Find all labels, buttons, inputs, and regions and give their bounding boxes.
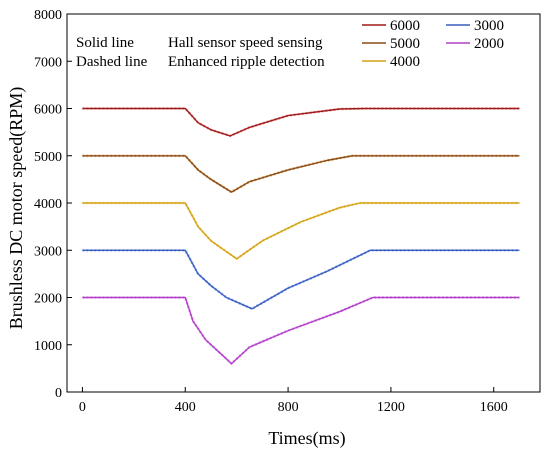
x-tick-label: 800 bbox=[278, 400, 299, 415]
x-tick-label: 1200 bbox=[377, 400, 405, 415]
series-6000-hall-line bbox=[82, 107, 520, 137]
note-solid-style: Solid line bbox=[76, 35, 134, 51]
series-4000-hall-line bbox=[82, 202, 520, 260]
y-tick-label: 8000 bbox=[34, 8, 62, 23]
series-5000-ripple-line bbox=[82, 154, 520, 194]
series-3000-hall-line bbox=[82, 249, 520, 310]
plot-marks bbox=[82, 107, 520, 366]
y-tick-label: 1000 bbox=[34, 339, 62, 354]
y-tick-label: 4000 bbox=[34, 197, 62, 212]
x-tick-label: 0 bbox=[79, 400, 86, 415]
x-tick-label: 400 bbox=[175, 400, 196, 415]
x-tick-label: 1600 bbox=[480, 400, 508, 415]
legend: 6000 5000 4000 3000 2000 bbox=[362, 18, 504, 70]
y-tick-label: 2000 bbox=[34, 292, 62, 307]
note-dashed-style: Dashed line bbox=[76, 54, 148, 70]
y-tick-label: 6000 bbox=[34, 103, 62, 118]
legend-label-2000: 2000 bbox=[474, 36, 504, 52]
y-tick-label: 7000 bbox=[34, 55, 62, 70]
legend-label-3000: 3000 bbox=[474, 18, 504, 34]
y-tick-label: 5000 bbox=[34, 150, 62, 165]
series-5000-hall-line bbox=[82, 155, 520, 193]
series-6000-ripple-line bbox=[82, 107, 520, 138]
legend-label-5000: 5000 bbox=[390, 36, 420, 52]
series-2000-ripple-line bbox=[82, 296, 520, 366]
y-tick-label: 3000 bbox=[34, 244, 62, 259]
legend-label-6000: 6000 bbox=[390, 18, 420, 34]
series-2000-hall-line bbox=[82, 296, 520, 365]
y-tick-label: 0 bbox=[55, 386, 62, 401]
x-axis-title: Times(ms) bbox=[268, 428, 345, 449]
note-dashed-meaning: Enhanced ripple detection bbox=[168, 54, 325, 70]
legend-label-4000: 4000 bbox=[390, 54, 420, 70]
y-axis-title: Brushless DC motor speed(RPM) bbox=[6, 87, 27, 330]
axes: 0 1000 2000 3000 4000 5000 6000 7000 8000 0 400 800… bbox=[34, 8, 541, 415]
series-3000-ripple-line bbox=[82, 249, 520, 311]
note-solid-meaning: Hall sensor speed sensing bbox=[168, 35, 323, 51]
